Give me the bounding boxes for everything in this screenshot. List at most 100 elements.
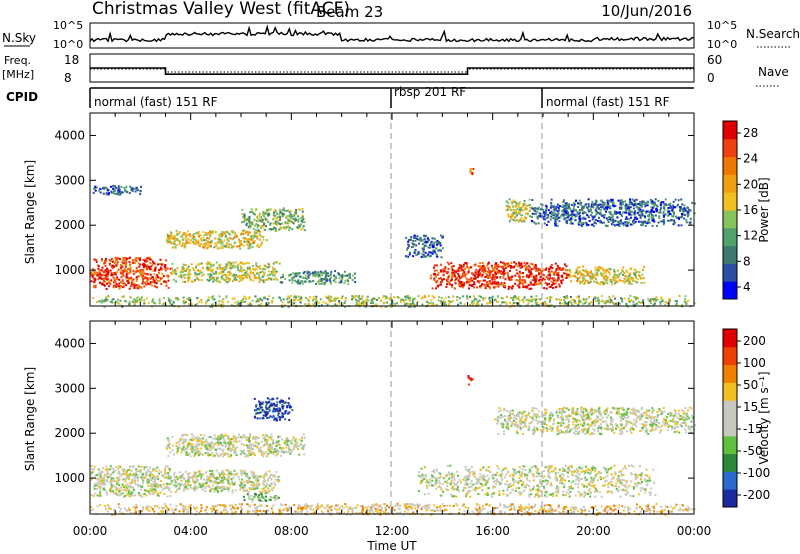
data-cell	[594, 269, 597, 272]
data-cell	[589, 280, 592, 283]
data-cell	[111, 260, 114, 263]
data-cell	[136, 476, 139, 479]
data-cell	[143, 299, 146, 302]
data-cell	[139, 300, 141, 303]
data-cell	[163, 280, 166, 283]
data-cell	[169, 476, 172, 479]
data-cell	[447, 271, 450, 274]
data-cell	[307, 298, 310, 301]
data-cell	[593, 275, 596, 278]
data-cell	[662, 201, 665, 204]
data-cell	[503, 270, 505, 272]
data-cell	[147, 478, 150, 481]
data-cell	[203, 243, 206, 246]
data-cell	[636, 278, 639, 281]
data-cell	[543, 302, 546, 305]
data-cell	[191, 237, 194, 240]
data-cell	[482, 266, 485, 269]
data-cell	[114, 284, 116, 287]
data-cell	[140, 269, 143, 271]
data-cell	[180, 276, 183, 279]
data-cell	[264, 218, 267, 221]
data-cell	[111, 472, 114, 475]
data-cell	[443, 269, 446, 272]
data-cell	[494, 285, 497, 288]
data-cell	[619, 212, 622, 215]
data-cell	[479, 272, 482, 275]
data-cell	[252, 242, 254, 245]
data-cell	[187, 237, 190, 240]
data-cell	[341, 303, 344, 306]
data-cell	[204, 243, 207, 246]
data-cell	[169, 234, 172, 237]
data-cell	[129, 465, 132, 468]
data-cell	[601, 299, 604, 302]
data-cell	[433, 269, 436, 272]
data-cell	[291, 301, 294, 304]
data-cell	[563, 295, 566, 298]
data-cell	[260, 225, 263, 227]
data-cell	[314, 275, 317, 277]
data-cell	[240, 232, 243, 235]
data-cell	[156, 274, 159, 277]
data-cell	[148, 478, 151, 481]
data-cell	[91, 468, 94, 471]
colorbar-segment	[723, 138, 737, 158]
data-cell	[510, 265, 513, 267]
data-cell	[481, 265, 484, 268]
data-cell	[594, 273, 597, 276]
freq-trace	[90, 67, 694, 75]
data-cell	[595, 201, 598, 204]
data-cell	[591, 203, 594, 206]
data-cell	[132, 273, 135, 275]
data-cell	[509, 296, 512, 299]
data-cell	[624, 200, 627, 203]
data-cell	[267, 214, 270, 217]
data-cell	[577, 300, 580, 303]
data-cell	[500, 270, 503, 273]
data-cell	[635, 302, 638, 305]
data-cell	[330, 295, 333, 298]
data-cell	[119, 491, 122, 494]
data-cell	[115, 285, 118, 288]
data-cell	[108, 481, 111, 484]
data-cell	[142, 269, 145, 272]
data-cell	[194, 243, 197, 246]
data-cell	[263, 271, 266, 274]
data-cell	[606, 301, 609, 304]
data-cell	[235, 261, 238, 264]
data-cell	[193, 233, 196, 235]
data-cell	[134, 483, 137, 486]
data-cell	[440, 297, 443, 299]
data-cell	[164, 467, 167, 470]
data-cell	[542, 216, 545, 218]
data-cell	[482, 297, 485, 300]
data-cell	[442, 235, 444, 238]
data-cell	[274, 220, 277, 223]
data-cell	[530, 216, 533, 218]
data-cell	[600, 274, 603, 277]
data-cell	[194, 241, 197, 244]
nsky-label: N.Sky	[2, 31, 36, 45]
data-cell	[442, 273, 445, 276]
data-cell	[307, 276, 310, 279]
data-cell	[174, 235, 177, 238]
data-cell	[519, 207, 522, 210]
data-cell	[263, 475, 266, 477]
colorbar-segment	[723, 210, 737, 229]
data-cell	[537, 222, 540, 225]
data-cell	[226, 238, 229, 241]
data-cell	[565, 302, 568, 305]
data-cell	[478, 281, 480, 284]
data-cell	[297, 218, 300, 221]
data-cell	[602, 274, 605, 277]
data-cell	[343, 274, 345, 277]
data-cell	[103, 477, 105, 480]
data-cell	[187, 481, 190, 484]
data-cell	[518, 299, 521, 302]
data-cell	[652, 303, 655, 306]
data-cell	[206, 263, 209, 265]
data-cell	[268, 270, 271, 273]
data-cell	[471, 285, 474, 288]
data-cell	[229, 243, 232, 246]
